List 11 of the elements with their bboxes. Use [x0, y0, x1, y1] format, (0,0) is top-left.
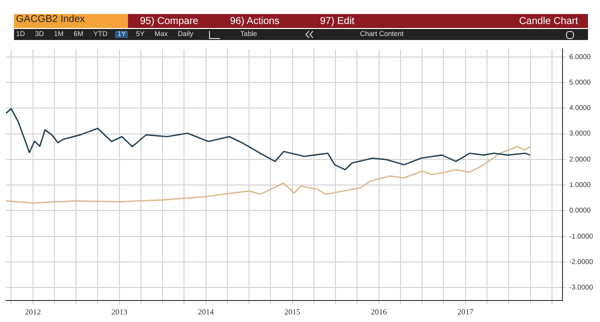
text: 95) Compare — [140, 16, 200, 26]
text: 97) Edit — [320, 16, 356, 26]
x-tick-label: 2015 — [284, 307, 300, 316]
x-tick-label: 2014 — [198, 307, 214, 316]
x-tick-label: 2017 — [457, 307, 474, 316]
x-tick-label: 2012 — [24, 307, 41, 316]
x-tick-label: 2016 — [370, 307, 387, 316]
x-tick-label: 2013 — [111, 307, 128, 316]
text: 96) Actions — [230, 16, 280, 26]
text: Candle Chart — [519, 16, 578, 26]
chart-title: GACGB2 Index — [14, 14, 128, 28]
